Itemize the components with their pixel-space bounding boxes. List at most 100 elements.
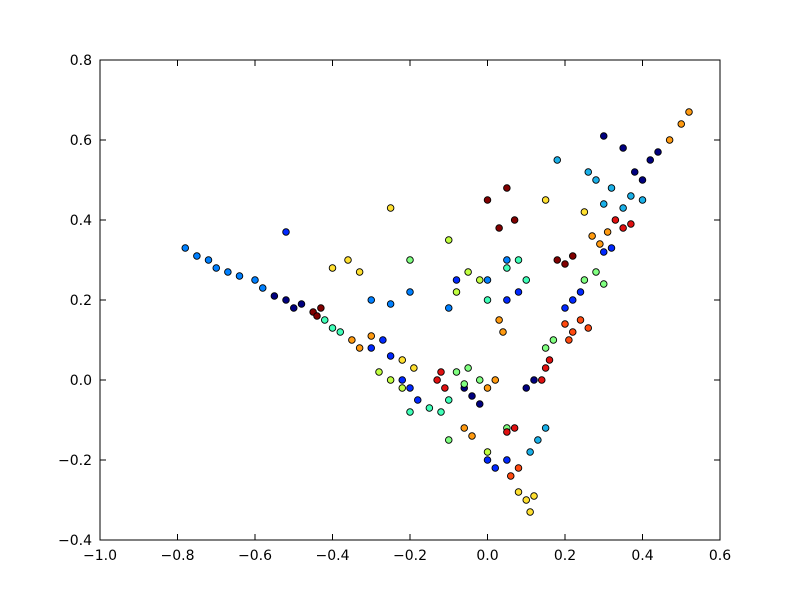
scatter-point [569, 252, 577, 260]
scatter-point [561, 320, 569, 328]
scatter-point [355, 344, 364, 352]
x-tick-label: 0.4 [631, 548, 653, 564]
scatter-point [503, 428, 511, 436]
scatter-point [483, 456, 492, 464]
scatter-point [483, 448, 492, 456]
scatter-point [445, 396, 453, 404]
scatter-point [452, 288, 461, 296]
scatter-point [270, 292, 279, 300]
scatter-point [328, 324, 337, 332]
scatter-point [580, 276, 589, 284]
scatter-point [410, 364, 418, 372]
scatter-point [514, 256, 523, 264]
scatter-point [398, 356, 407, 364]
scatter-point [483, 384, 492, 392]
scatter-point [584, 324, 593, 332]
scatter-point [282, 228, 290, 236]
scatter-point [398, 376, 407, 384]
scatter-point [181, 244, 189, 252]
scatter-point [321, 316, 329, 324]
scatter-point [433, 376, 441, 384]
scatter-point [476, 400, 484, 408]
scatter-point [483, 296, 492, 304]
scatter-point [204, 256, 213, 264]
scatter-point [503, 456, 511, 464]
scatter-point [464, 364, 472, 372]
scatter-point [483, 276, 492, 284]
scatter-point [367, 296, 376, 304]
scatter-point [282, 296, 290, 304]
scatter-point [569, 328, 577, 336]
x-tick-label: −0.2 [393, 548, 427, 564]
scatter-point [212, 264, 220, 272]
scatter-point [677, 120, 686, 128]
scatter-point [530, 376, 538, 384]
scatter-point [425, 404, 434, 412]
scatter-point [514, 488, 523, 496]
scatter-point [414, 396, 422, 404]
scatter-point [569, 296, 577, 304]
scatter-point [580, 208, 589, 216]
scatter-point [503, 264, 511, 272]
scatter-point [561, 260, 569, 268]
scatter-point [406, 288, 414, 296]
scatter-point [600, 200, 608, 208]
scatter-point [259, 284, 267, 292]
scatter-point [510, 424, 519, 432]
scatter-point [541, 364, 550, 372]
scatter-point [541, 344, 550, 352]
scatter-point [592, 268, 600, 276]
scatter-point [491, 376, 500, 384]
scatter-point [530, 492, 538, 500]
x-tick-label: −0.6 [238, 548, 272, 564]
scatter-point [398, 384, 407, 392]
scatter-point [576, 288, 585, 296]
scatter-point [367, 344, 376, 352]
scatter-point [375, 368, 383, 376]
scatter-point [646, 156, 655, 164]
scatter-point [386, 204, 395, 212]
scatter-point [607, 244, 616, 252]
scatter-point [503, 296, 511, 304]
scatter-point [584, 168, 593, 176]
y-tick-label: 0.8 [70, 53, 92, 69]
scatter-point [507, 472, 515, 480]
scatter-point [491, 464, 500, 472]
scatter-point [526, 508, 534, 516]
scatter-point [522, 276, 531, 284]
scatter-point [313, 312, 321, 320]
scatter-point [503, 184, 511, 192]
scatter-point [549, 336, 558, 344]
scatter-point [336, 328, 345, 336]
scatter-point [588, 232, 596, 240]
scatter-point [526, 448, 534, 456]
scatter-point [460, 424, 469, 432]
scatter-point [224, 268, 232, 276]
scatter-point [603, 228, 612, 236]
scatter-point [600, 248, 608, 256]
scatter-point [611, 216, 620, 224]
scatter-point [386, 376, 395, 384]
scatter-point [534, 436, 542, 444]
scatter-point [553, 156, 562, 164]
scatter-point [495, 316, 503, 324]
scatter-point [499, 328, 507, 336]
scatter-point [406, 384, 414, 392]
scatter-point [379, 336, 387, 344]
scatter-point [235, 272, 244, 280]
scatter-point [541, 424, 550, 432]
scatter-point [619, 204, 627, 212]
x-tick-label: 0.0 [476, 548, 498, 564]
scatter-point [468, 392, 476, 400]
scatter-point [522, 384, 531, 392]
scatter-point [476, 276, 484, 284]
scatter-point [386, 352, 395, 360]
x-tick-label: −1.0 [83, 548, 117, 564]
scatter-point [445, 304, 453, 312]
x-tick-label: 0.6 [709, 548, 731, 564]
x-tick-label: −0.4 [316, 548, 350, 564]
y-tick-label: 0.4 [70, 213, 92, 229]
scatter-point [565, 336, 573, 344]
